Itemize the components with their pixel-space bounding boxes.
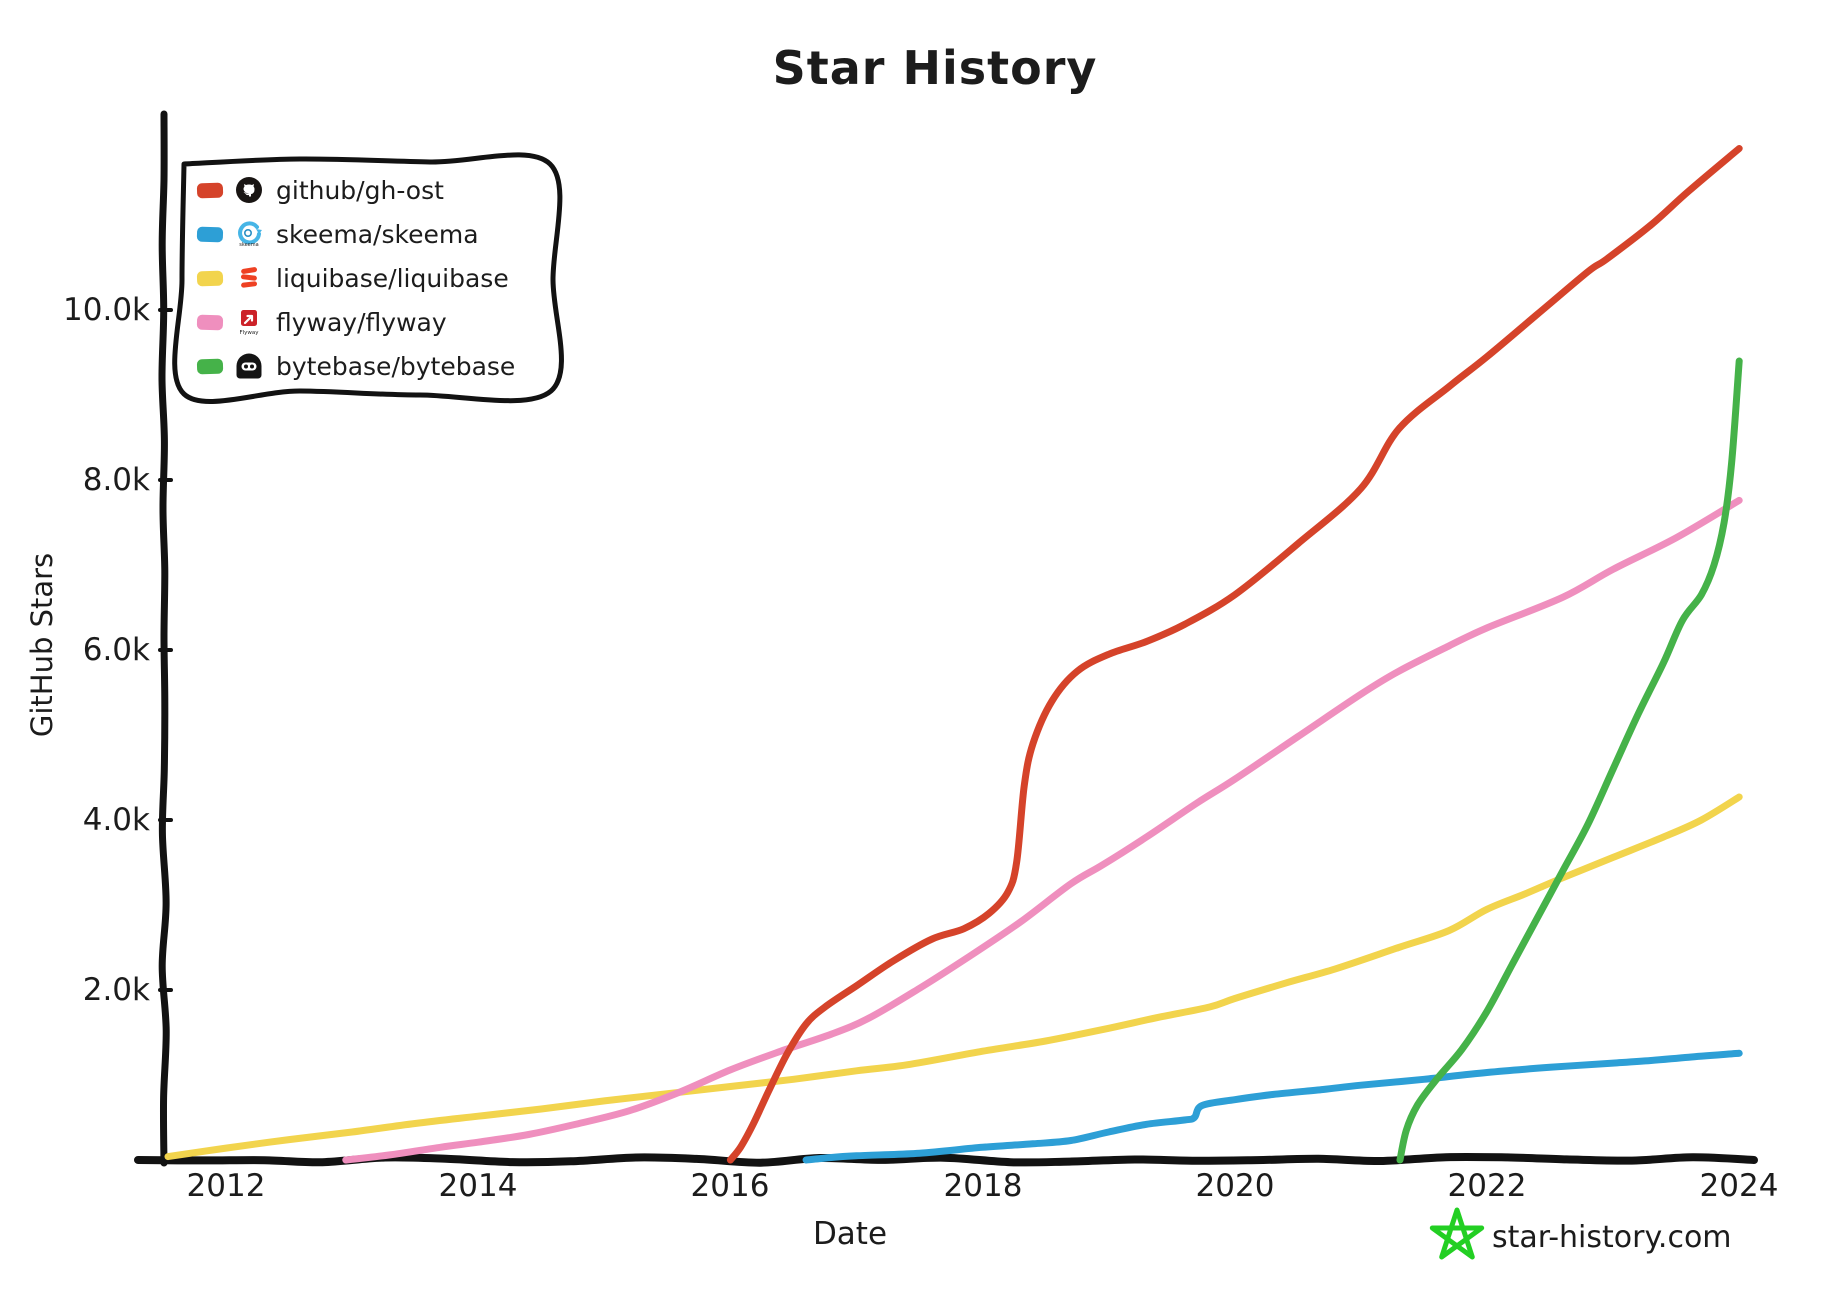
legend-item-label: flyway/flyway [276, 307, 447, 337]
legend-box [172, 152, 564, 404]
y-tick-10k: 10.0k [63, 292, 150, 328]
legend-item-liquibase: liquibase/liquibase [182, 258, 555, 298]
x-tick-2020: 2020 [1196, 1168, 1275, 1204]
github-logo-icon [236, 177, 262, 203]
legend: github/gh-ost skeema skeema/skeema [182, 162, 555, 394]
legend-item-bytebase: bytebase/bytebase [182, 346, 555, 386]
x-tick-2024: 2024 [1700, 1168, 1779, 1204]
y-axis-label: GitHub Stars [25, 553, 59, 737]
legend-item-label: skeema/skeema [276, 219, 479, 249]
liquibase-color-swatch [196, 270, 224, 287]
legend-item-label: github/gh-ost [276, 175, 444, 205]
x-axis-label: Date [813, 1216, 887, 1252]
footer: star-history.com [1429, 1207, 1732, 1260]
x-tick-2018: 2018 [944, 1168, 1023, 1204]
axes [134, 110, 1758, 1167]
skeema-logo-icon: skeema [238, 221, 262, 248]
x-tick-2016: 2016 [691, 1168, 770, 1204]
star-doodle-icon [1429, 1207, 1485, 1260]
flyway-color-swatch [196, 314, 224, 331]
x-tick-2012: 2012 [187, 1168, 266, 1204]
footer-site: star-history.com [1492, 1220, 1732, 1255]
series-lines [164, 145, 1743, 1164]
flyway-logo-icon: Flyway [239, 310, 259, 336]
skeema-color-swatch [196, 226, 224, 243]
svg-text:skeema: skeema [239, 242, 258, 248]
svg-text:Flyway: Flyway [239, 330, 259, 336]
legend-item-flyway: Flyway flyway/flyway [182, 302, 555, 342]
bytebase-logo-icon [236, 353, 262, 379]
legend-item-gh-ost: github/gh-ost [182, 170, 555, 210]
y-tick-8k: 8.0k [83, 462, 150, 498]
chart-title: Star History [773, 41, 1098, 95]
legend-item-label: liquibase/liquibase [276, 263, 509, 293]
x-tick-2014: 2014 [439, 1168, 518, 1204]
legend-item-label: bytebase/bytebase [276, 351, 516, 381]
x-tick-2022: 2022 [1448, 1168, 1527, 1204]
legend-item-skeema: skeema skeema/skeema [182, 214, 555, 254]
bytebase-color-swatch [196, 358, 224, 375]
y-tick-6k: 6.0k [83, 632, 150, 668]
liquibase-logo-icon [240, 267, 258, 288]
y-tick-2k: 2.0k [83, 972, 150, 1008]
y-tick-4k: 4.0k [83, 802, 150, 838]
gh-ost-color-swatch [196, 182, 224, 199]
